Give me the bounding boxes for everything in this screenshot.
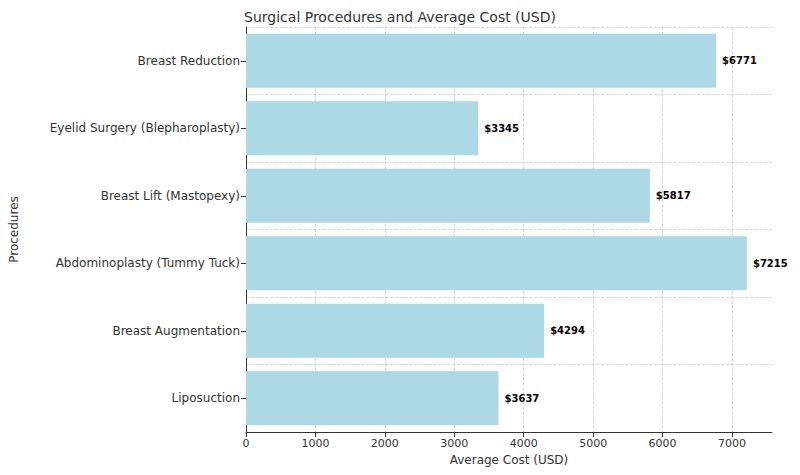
svg-text:Surgical Procedures and Averag: Surgical Procedures and Average Cost (US…	[244, 9, 556, 25]
svg-text:0: 0	[243, 437, 250, 450]
svg-text:Breast Augmentation: Breast Augmentation	[112, 324, 240, 338]
svg-text:7000: 7000	[718, 437, 746, 450]
svg-text:$3637: $3637	[505, 393, 540, 404]
svg-text:4000: 4000	[510, 437, 538, 450]
svg-text:5000: 5000	[579, 437, 607, 450]
svg-text:Breast Reduction: Breast Reduction	[138, 54, 240, 68]
svg-text:3000: 3000	[440, 437, 468, 450]
svg-text:$7215: $7215	[753, 258, 788, 269]
svg-text:$5817: $5817	[656, 190, 691, 201]
svg-text:Breast Lift (Mastopexy): Breast Lift (Mastopexy)	[101, 189, 240, 203]
svg-text:$3345: $3345	[484, 123, 519, 134]
svg-text:$6771: $6771	[722, 55, 757, 66]
svg-text:Abdominoplasty (Tummy Tuck): Abdominoplasty (Tummy Tuck)	[56, 256, 240, 270]
svg-text:Liposuction: Liposuction	[172, 391, 240, 405]
svg-text:6000: 6000	[649, 437, 677, 450]
svg-text:1000: 1000	[301, 437, 329, 450]
svg-text:2000: 2000	[371, 437, 399, 450]
svg-text:Procedures: Procedures	[7, 196, 21, 263]
svg-text:Average Cost (USD): Average Cost (USD)	[450, 453, 569, 467]
svg-text:Eyelid Surgery (Blepharoplasty: Eyelid Surgery (Blepharoplasty)	[50, 121, 240, 135]
svg-text:$4294: $4294	[550, 325, 585, 336]
